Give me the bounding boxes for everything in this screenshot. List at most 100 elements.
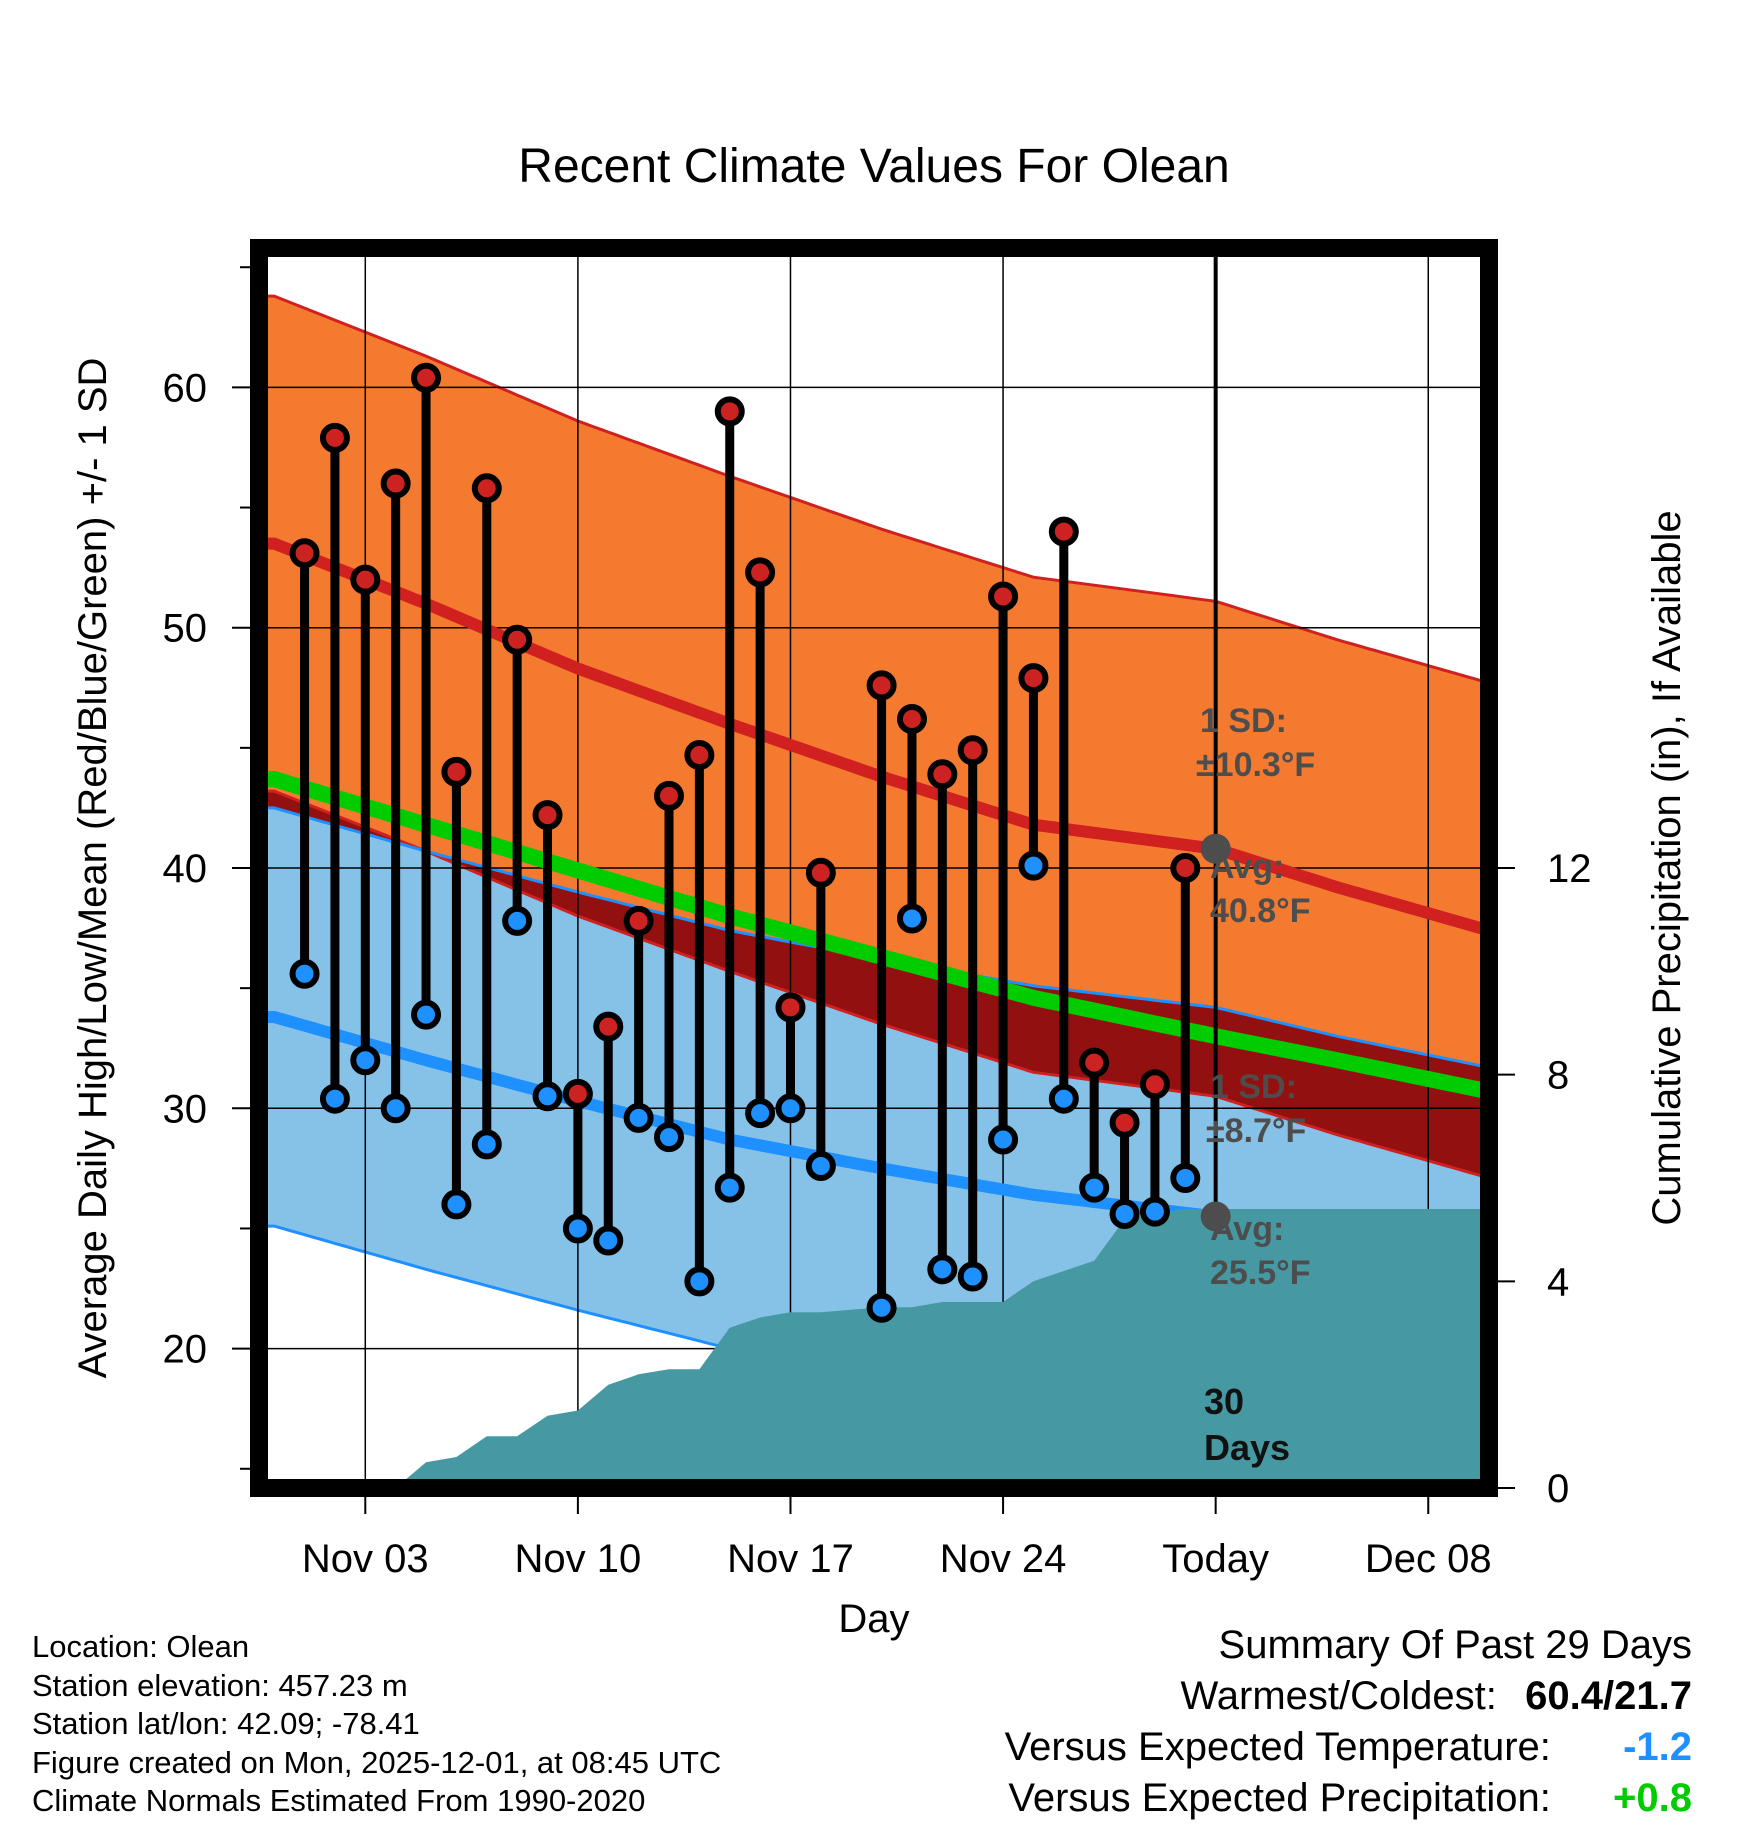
- y-tick-label: 60: [163, 366, 208, 410]
- x-tick-label: Nov 24: [940, 1537, 1067, 1581]
- daily-observations: [289, 362, 1201, 1323]
- daily-high-point: [654, 780, 684, 811]
- today-high-avg-marker: [1200, 833, 1231, 864]
- daily-low-point: [957, 1261, 988, 1292]
- high-sd-label-1: 1 SD:: [1200, 702, 1287, 740]
- daily-low-point: [623, 1102, 654, 1133]
- daily-low-point: [289, 958, 320, 989]
- daily-high-point: [684, 740, 715, 771]
- y-tick-label: 20: [163, 1328, 208, 1372]
- latlon-text: Station lat/lon: 42.09; -78.41: [32, 1706, 420, 1741]
- high-normal-line: [259, 537, 1489, 937]
- elevation-text: Station elevation: 457.23 m: [32, 1667, 408, 1703]
- y-tick-label: 50: [163, 607, 208, 651]
- daily-high-point: [1048, 516, 1079, 547]
- daily-high-point: [866, 670, 897, 701]
- y-tick-label: 40: [163, 847, 208, 891]
- daily-low-point: [380, 1093, 411, 1124]
- cumulative-precip-area: [274, 1209, 1489, 1488]
- daily-low-point: [1079, 1172, 1110, 1203]
- daily-low-point: [988, 1124, 1019, 1155]
- daily-low-point: [745, 1098, 776, 1129]
- daily-high-point: [441, 756, 472, 787]
- daily-high-point: [775, 992, 806, 1023]
- daily-high-point: [805, 857, 836, 888]
- x-tick-label: Nov 17: [727, 1537, 854, 1581]
- mean-normal-line: [259, 771, 1489, 1100]
- high-sd-upper-edge: [259, 294, 1489, 685]
- plot-area: [259, 248, 1489, 1488]
- daily-high-point: [593, 1011, 624, 1042]
- low-avg-label-2: 25.5°F: [1210, 1254, 1311, 1292]
- daily-low-point: [866, 1292, 897, 1323]
- daily-high-point: [1018, 663, 1049, 694]
- daily-low-point: [654, 1122, 684, 1153]
- left-axis-label: Average Daily High/Low/Mean (Red/Blue/Gr…: [71, 358, 115, 1379]
- precip-departure-value: +0.8: [1613, 1776, 1692, 1820]
- daily-high-point: [562, 1078, 593, 1109]
- today-low-avg-marker: [1200, 1201, 1231, 1232]
- axis-ticks: Nov 03 Nov 10 Nov 17 Nov 24 Today Dec 08 20 30 4…: [163, 266, 1592, 1581]
- y2-tick-label: 8: [1547, 1054, 1569, 1098]
- low-sd-label-2: ±8.7°F: [1206, 1112, 1306, 1150]
- daily-low-point: [502, 905, 533, 936]
- x-tick-label: Nov 03: [302, 1537, 429, 1581]
- summary-panel: Summary Of Past 29 Days Warmest/Coldest:…: [1005, 1620, 1692, 1824]
- days-label-1: 30: [1204, 1381, 1244, 1422]
- x-tick-label: Dec 08: [1365, 1537, 1492, 1581]
- daily-high-point: [957, 735, 988, 766]
- daily-low-point: [532, 1081, 563, 1112]
- daily-low-point: [684, 1266, 715, 1297]
- y-tick-label: 30: [163, 1087, 208, 1131]
- daily-low-point: [1170, 1163, 1201, 1193]
- daily-high-point: [411, 362, 442, 393]
- x-tick-label: Nov 10: [515, 1537, 642, 1581]
- daily-high-point: [714, 396, 745, 427]
- y2-tick-label: 0: [1547, 1467, 1569, 1511]
- temp-label: Versus Expected Temperature:: [1004, 1725, 1551, 1769]
- summary-heading: Summary Of Past 29 Days: [1218, 1623, 1692, 1667]
- days-label-2: Days: [1204, 1427, 1290, 1468]
- y2-tick-label: 12: [1547, 847, 1592, 891]
- daily-high-point: [289, 538, 320, 569]
- daily-low-point: [1018, 850, 1049, 881]
- location-text: Location: Olean: [32, 1629, 250, 1664]
- daily-low-point: [927, 1254, 958, 1285]
- today-average-markers: [1200, 833, 1231, 1232]
- daily-low-point: [471, 1129, 502, 1160]
- daily-high-point: [380, 468, 411, 499]
- daily-high-point: [1079, 1047, 1110, 1078]
- daily-low-point: [1139, 1196, 1170, 1227]
- x-tick-label: Today: [1162, 1537, 1269, 1581]
- daily-low-point: [319, 1083, 350, 1114]
- daily-high-point: [1170, 853, 1201, 883]
- daily-high-point: [471, 473, 502, 504]
- daily-low-point: [1109, 1199, 1140, 1230]
- high-sd-label-2: ±10.3°F: [1196, 746, 1315, 784]
- daily-high-point: [896, 704, 927, 735]
- daily-low-point: [896, 903, 927, 934]
- daily-low-point: [1048, 1083, 1079, 1114]
- station-info: Location: Olean Station elevation: 457.2…: [32, 1628, 721, 1821]
- daily-high-point: [927, 759, 958, 790]
- daily-low-point: [350, 1045, 381, 1076]
- daily-high-point: [988, 581, 1019, 612]
- daily-high-point: [745, 557, 776, 588]
- normals-text: Climate Normals Estimated From 1990-2020: [32, 1783, 646, 1818]
- daily-low-point: [562, 1213, 593, 1244]
- daily-low-point: [775, 1093, 806, 1124]
- daily-low-point: [411, 999, 442, 1030]
- created-text: Figure created on Mon, 2025-12-01, at 08…: [32, 1744, 722, 1780]
- daily-low-point: [593, 1225, 624, 1256]
- daily-low-point: [441, 1189, 472, 1220]
- daily-high-point: [319, 422, 350, 453]
- chart-title: Recent Climate Values For Olean: [518, 140, 1229, 193]
- daily-high-point: [532, 800, 563, 831]
- warm-cold-label: Warmest/Coldest:: [1180, 1674, 1497, 1718]
- warm-cold-value: 60.4/21.7: [1525, 1674, 1692, 1718]
- y2-tick-label: 4: [1547, 1260, 1569, 1304]
- daily-low-point: [714, 1172, 745, 1203]
- right-axis-label: Cumulative Precipitation (in), If Availa…: [1645, 510, 1689, 1225]
- high-avg-label-2: 40.8°F: [1210, 892, 1311, 930]
